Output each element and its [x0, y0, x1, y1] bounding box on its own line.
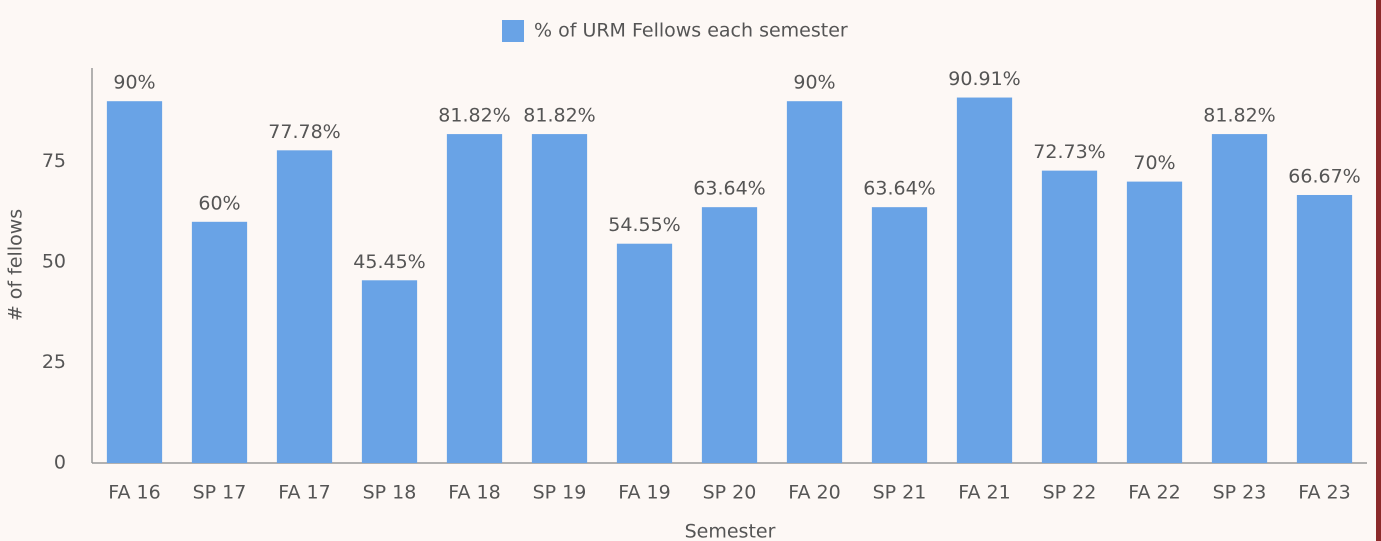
- data-label: 81.82%: [523, 105, 595, 127]
- data-label: 81.82%: [438, 105, 510, 127]
- bar: [1126, 181, 1183, 463]
- data-label: 63.64%: [863, 178, 935, 200]
- bar: [1296, 194, 1353, 463]
- data-label: 66.67%: [1288, 165, 1360, 187]
- x-tick-label: FA 21: [958, 482, 1010, 504]
- frame-edge: [1376, 0, 1381, 541]
- legend-label: % of URM Fellows each semester: [534, 20, 848, 42]
- x-tick-label: FA 17: [278, 482, 330, 504]
- bar: [616, 243, 673, 463]
- x-tick-label: SP 20: [703, 482, 757, 504]
- x-tick-label: SP 18: [363, 482, 417, 504]
- x-tick-label: FA 23: [1298, 482, 1350, 504]
- y-axis-title: # of fellows: [5, 209, 27, 321]
- data-label: 77.78%: [268, 121, 340, 143]
- bar: [276, 150, 333, 463]
- x-tick-label: FA 22: [1128, 482, 1180, 504]
- x-tick-label: SP 19: [533, 482, 587, 504]
- x-tick-label: FA 16: [108, 482, 160, 504]
- x-axis-title: Semester: [685, 521, 776, 541]
- x-tick-label: SP 17: [193, 482, 247, 504]
- y-tick-label: 50: [42, 251, 66, 273]
- x-tick-label: SP 22: [1043, 482, 1097, 504]
- bar: [1211, 134, 1268, 463]
- data-label: 72.73%: [1033, 141, 1105, 163]
- data-label: 60%: [198, 192, 240, 214]
- x-tick-label: FA 20: [788, 482, 840, 504]
- bar: [1041, 170, 1098, 463]
- data-label: 45.45%: [353, 251, 425, 273]
- bar: [531, 134, 588, 463]
- bar: [956, 97, 1013, 463]
- bar: [191, 221, 248, 463]
- bar: [361, 280, 418, 463]
- bar: [701, 207, 758, 463]
- data-label: 81.82%: [1203, 105, 1275, 127]
- bar: [786, 101, 843, 463]
- data-label: 90%: [113, 72, 155, 94]
- y-tick-label: 25: [42, 351, 66, 373]
- y-tick-label: 0: [54, 452, 66, 474]
- x-tick-label: SP 23: [1213, 482, 1267, 504]
- data-label: 70%: [1133, 152, 1175, 174]
- data-label: 90.91%: [948, 68, 1020, 90]
- bar: [106, 101, 163, 463]
- data-label: 54.55%: [608, 214, 680, 236]
- bar: [446, 134, 503, 463]
- y-tick-label: 75: [42, 150, 66, 172]
- bar: [871, 207, 928, 463]
- x-tick-label: FA 18: [448, 482, 500, 504]
- x-tick-label: FA 19: [618, 482, 670, 504]
- legend-swatch: [502, 20, 524, 42]
- data-label: 63.64%: [693, 178, 765, 200]
- data-label: 90%: [793, 72, 835, 94]
- x-tick-label: SP 21: [873, 482, 927, 504]
